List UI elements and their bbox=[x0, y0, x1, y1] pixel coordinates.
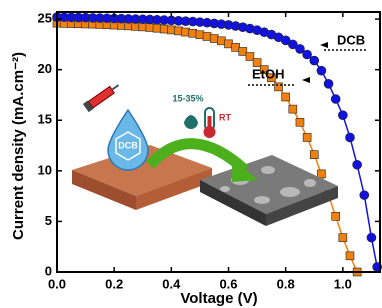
page: {"chart_data": {"type": "scatter-line", … bbox=[0, 0, 382, 308]
marker bbox=[275, 83, 283, 91]
y-axis-label: Current density (mA.cm⁻²) bbox=[10, 52, 27, 240]
marker bbox=[317, 170, 325, 178]
x-tick-label: 0.4 bbox=[162, 276, 181, 291]
legend-label: EtOH bbox=[252, 66, 285, 81]
x-tick-label: 0.8 bbox=[277, 276, 295, 291]
marker bbox=[339, 234, 347, 242]
x-tick-label: 1.0 bbox=[334, 276, 352, 291]
series-line bbox=[57, 17, 377, 267]
thermometer-fill bbox=[208, 116, 212, 130]
marker bbox=[182, 28, 190, 36]
marker bbox=[146, 23, 154, 31]
marker bbox=[296, 118, 304, 126]
marker bbox=[303, 50, 312, 59]
marker bbox=[332, 212, 340, 220]
marker bbox=[346, 252, 354, 260]
plot-frame bbox=[57, 12, 380, 272]
marker bbox=[353, 160, 362, 169]
x-tick-label: 0.6 bbox=[219, 276, 237, 291]
marker bbox=[196, 31, 204, 39]
marker bbox=[289, 105, 297, 113]
marker bbox=[331, 95, 340, 104]
marker bbox=[324, 79, 333, 88]
marker bbox=[239, 47, 247, 55]
humidity-label: 15-35% bbox=[172, 93, 203, 103]
drop-label: DCB bbox=[118, 140, 138, 150]
marker bbox=[210, 35, 218, 43]
marker bbox=[174, 27, 182, 35]
marker bbox=[303, 133, 311, 141]
legend-label: DCB bbox=[337, 32, 365, 47]
x-tick-label: 0.2 bbox=[105, 276, 123, 291]
marker bbox=[217, 37, 225, 45]
marker bbox=[282, 93, 290, 101]
marker bbox=[160, 25, 168, 33]
y-tick-label: 15 bbox=[38, 112, 52, 127]
marker bbox=[317, 66, 326, 75]
y-tick-label: 20 bbox=[38, 61, 52, 76]
humidity-icon bbox=[184, 115, 198, 129]
illustration: DCB 15-35% RT bbox=[72, 81, 338, 226]
marker bbox=[253, 59, 261, 67]
legend-arrow bbox=[320, 42, 328, 48]
marker bbox=[310, 151, 318, 159]
y-tick-label: 0 bbox=[45, 263, 52, 278]
legend-arrow bbox=[302, 77, 310, 83]
marker bbox=[246, 53, 254, 61]
y-tick-label: 5 bbox=[45, 213, 52, 228]
y-tick-label: 25 bbox=[38, 11, 52, 26]
marker bbox=[167, 26, 175, 34]
temperature-label: RT bbox=[219, 112, 231, 122]
marker bbox=[232, 43, 240, 51]
marker bbox=[367, 233, 376, 242]
marker bbox=[345, 133, 354, 142]
x-tick-label: 0.0 bbox=[48, 276, 66, 291]
marker bbox=[338, 111, 347, 120]
y-tick-label: 10 bbox=[38, 162, 52, 177]
marker bbox=[310, 56, 319, 65]
marker bbox=[360, 191, 369, 200]
x-axis-label: Voltage (V) bbox=[180, 290, 257, 307]
marker bbox=[225, 40, 233, 48]
marker bbox=[189, 29, 197, 37]
marker bbox=[153, 24, 161, 32]
syringe bbox=[83, 81, 122, 112]
chart: Voltage (V) Current density (mA.cm⁻²) 0.… bbox=[0, 0, 382, 308]
marker bbox=[203, 32, 211, 40]
